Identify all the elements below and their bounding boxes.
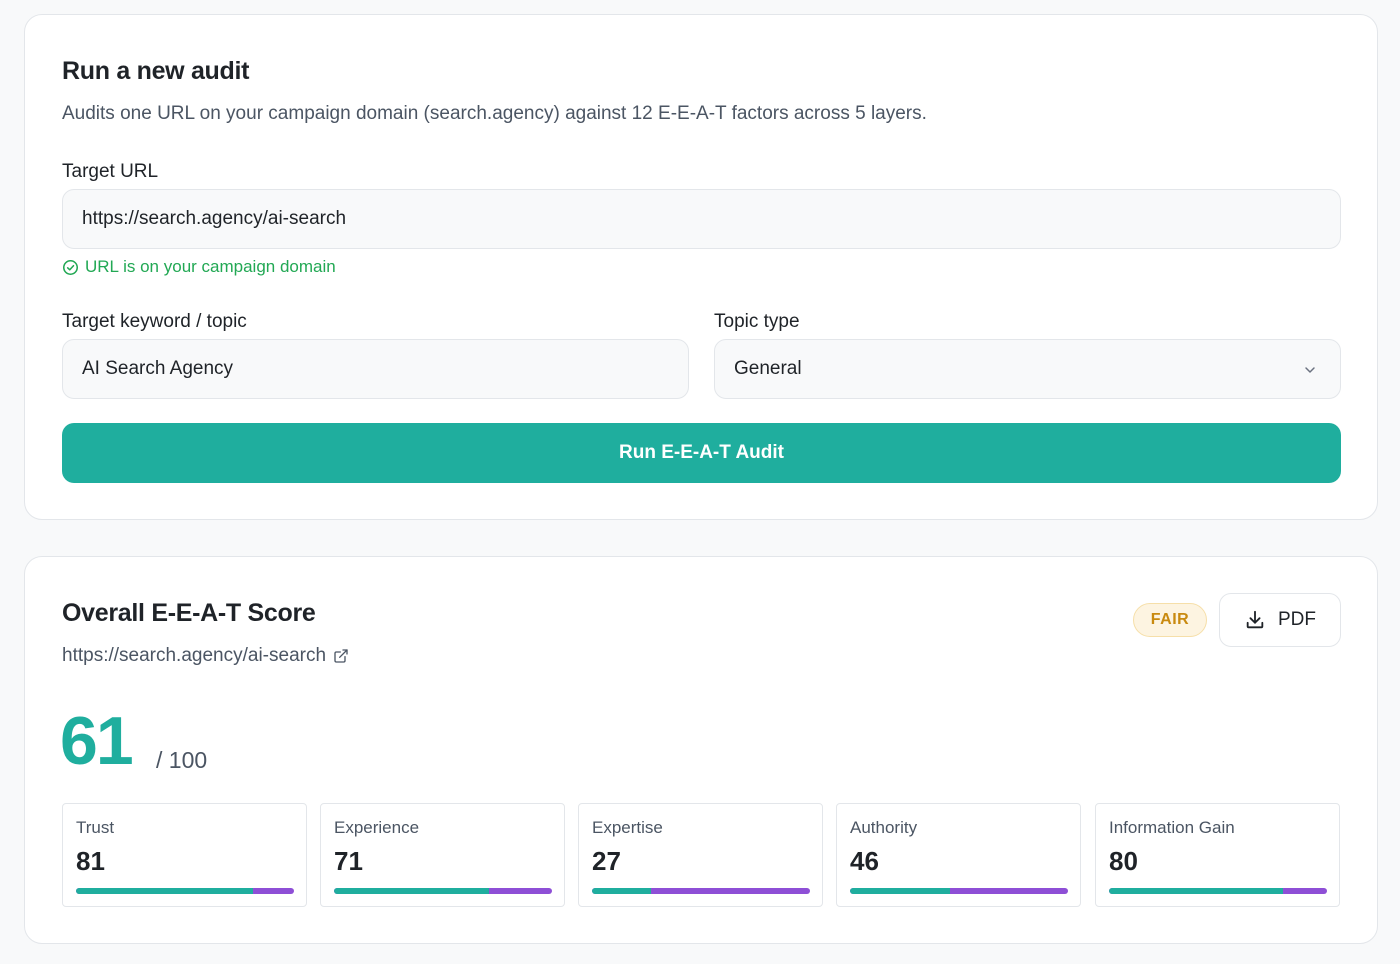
pdf-label: PDF [1278,609,1316,630]
metric-value: 81 [76,846,105,876]
metric-bar [76,888,294,894]
score-card: Overall E-E-A-T Score https://search.age… [24,556,1378,944]
metric-label: Trust [76,818,115,837]
keyword-value: AI Search Agency [82,358,234,379]
metric-label: Authority [850,818,918,837]
topic-type-select[interactable]: General [714,339,1341,399]
score-max: / 100 [156,747,208,773]
url-status-text: URL is on your campaign domain [85,257,336,276]
audited-url-link[interactable]: https://search.agency/ai-search [62,645,349,667]
overall-score: 61 [60,703,134,779]
rating-badge: FAIR [1133,603,1207,637]
metric-bar-fill [1109,888,1284,894]
keyword-label: Target keyword / topic [62,311,247,332]
run-audit-button[interactable]: Run E-E-A-T Audit [62,423,1341,483]
metric-card-trust: Trust 81 [62,803,307,907]
metric-label: Expertise [592,818,663,837]
audit-subtitle: Audits one URL on your campaign domain (… [62,103,927,124]
keyword-input[interactable]: AI Search Agency [62,339,689,399]
metric-card-information-gain: Information Gain 80 [1095,803,1340,907]
external-link-icon [334,649,348,663]
metric-bar [850,888,1068,894]
target-url-value: https://search.agency/ai-search [82,208,347,229]
metric-bar-fill [850,888,951,894]
metric-card-authority: Authority 46 [836,803,1081,907]
pdf-download-button[interactable]: PDF [1219,593,1341,647]
metric-card-experience: Experience 71 [320,803,565,907]
download-icon [1246,610,1264,629]
target-url-input[interactable]: https://search.agency/ai-search [62,189,1341,249]
metric-value: 27 [592,846,621,876]
metric-bar-fill [76,888,253,894]
metric-bar-fill [592,888,651,894]
metric-value: 46 [850,846,879,876]
target-url-label: Target URL [62,161,159,182]
metric-value: 80 [1109,846,1138,876]
check-circle-icon [62,259,79,275]
chevron-down-icon [1305,367,1315,373]
metric-value: 71 [334,846,363,876]
metric-bar [592,888,810,894]
metric-bar-fill [334,888,489,894]
metric-card-expertise: Expertise 27 [578,803,823,907]
topic-type-label: Topic type [714,311,800,332]
audited-url-text: https://search.agency/ai-search [62,645,327,666]
metric-label: Experience [334,818,420,837]
url-status: URL is on your campaign domain [62,257,336,277]
metric-bar [334,888,552,894]
audit-card: Run a new audit Audits one URL on your c… [24,14,1378,520]
metric-label: Information Gain [1109,818,1235,837]
score-title: Overall E-E-A-T Score [62,599,316,627]
topic-type-value: General [734,358,802,379]
metric-bar [1109,888,1327,894]
audit-title: Run a new audit [62,57,250,85]
